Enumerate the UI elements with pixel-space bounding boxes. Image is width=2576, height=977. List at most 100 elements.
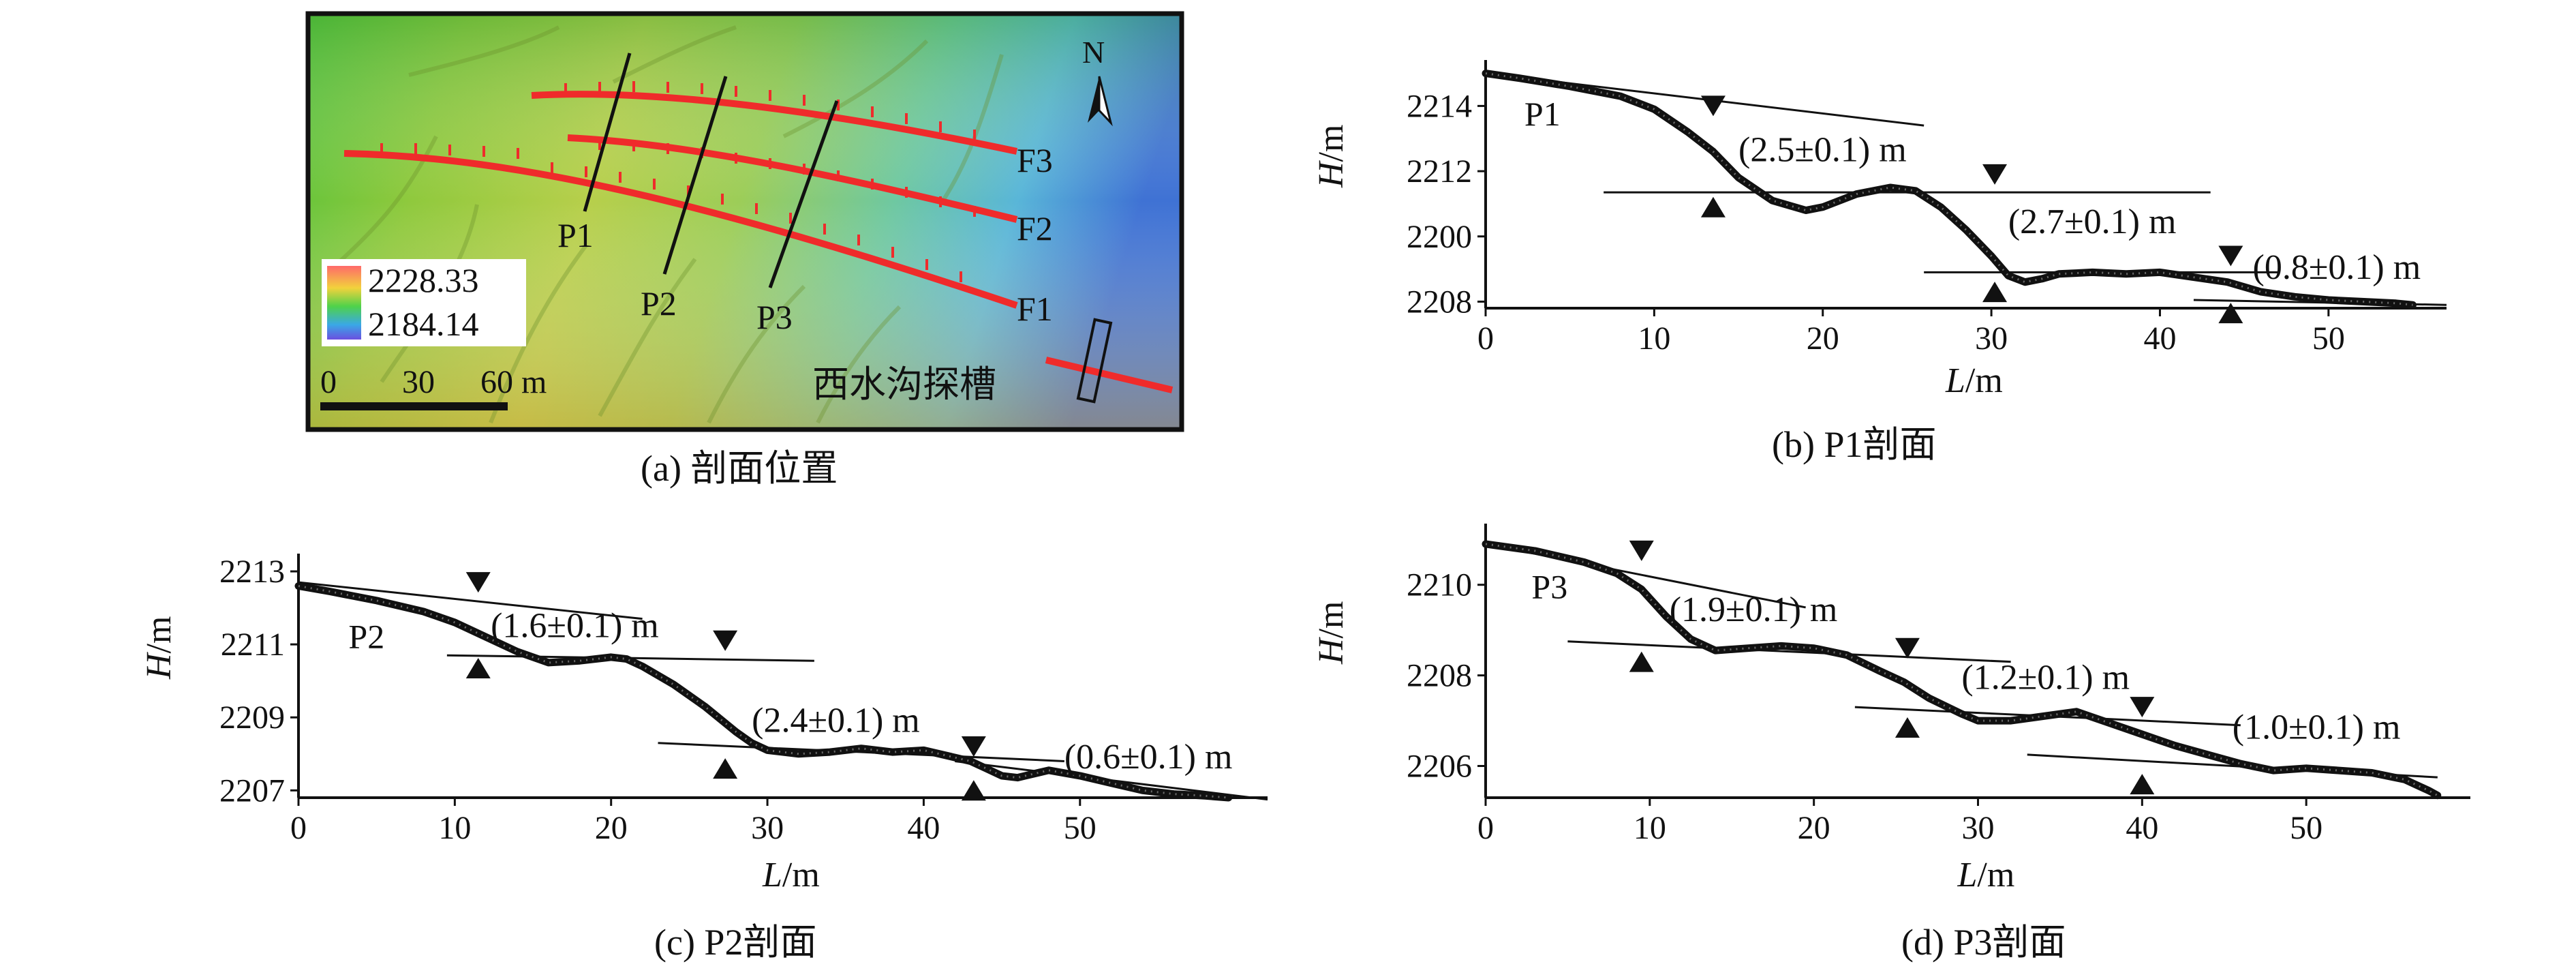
x-tick-label: 0 <box>1477 320 1494 357</box>
scale-label-60: 60 m <box>480 364 547 400</box>
y-axis-label: H/m <box>1312 125 1351 188</box>
scarp-marker-up <box>2130 774 2155 795</box>
y-tick-label: 2200 <box>1407 219 1472 255</box>
profile-label: P3 <box>1531 568 1567 606</box>
fault-f3-line <box>531 91 1018 155</box>
y-tick-label: 2212 <box>1407 153 1472 190</box>
offset-annotation: (0.6±0.1) m <box>1064 738 1233 777</box>
fault-label-f2: F2 <box>1017 209 1053 247</box>
y-tick-label: 2214 <box>1407 88 1472 124</box>
map-panel: P1 P2 P3 F3 F2 F1 N 2228.33 2184.14 0 30… <box>305 11 1184 489</box>
profile-p2-line <box>662 76 728 275</box>
x-tick-label: 30 <box>1962 810 1995 846</box>
y-axis-label: H/m <box>140 616 179 680</box>
y-tick-label: 2208 <box>1407 284 1472 320</box>
chart-p1: 0 10 20 30 40 50 2214 2212 2200 2208 L/m H/m (2.5±0.… <box>1312 60 2447 465</box>
scale-bar: 0 30 60 m <box>320 364 547 410</box>
faults <box>343 81 1174 393</box>
chart-p2: 0 10 20 30 40 50 2213 2211 2209 2207 L/m H/m (1.6±0.… <box>140 554 1268 963</box>
y-tick-label: 2209 <box>219 700 285 736</box>
scarp-marker-down <box>713 630 738 651</box>
profile-label-p3: P3 <box>756 298 793 336</box>
terrain-ridges <box>326 25 1004 424</box>
x-tick-label: 50 <box>2290 810 2322 846</box>
scarp-marker-down <box>1629 540 1654 561</box>
fault-f2-line <box>567 134 1018 223</box>
legend-color-bar <box>327 266 361 340</box>
profile-lines <box>583 52 839 288</box>
fit-line <box>1567 640 2011 663</box>
profile-p3-line <box>768 100 839 288</box>
scarp-marker-up <box>1895 717 1920 738</box>
fault-label-f1: F1 <box>1017 290 1053 328</box>
offset-annotation: (0.8±0.1) m <box>2253 248 2421 287</box>
map-frame <box>305 11 1184 432</box>
fault-label-f3: F3 <box>1017 141 1053 179</box>
scarp-marker-up <box>465 657 491 678</box>
y-tick-label: 2213 <box>219 554 285 590</box>
x-tick-label: 30 <box>1975 320 2008 357</box>
chart-caption: (d) P3剖面 <box>1901 922 2066 963</box>
profile-series-line <box>1482 540 2442 800</box>
scarp-marker-up <box>713 758 738 779</box>
profile-label: P1 <box>1524 95 1561 133</box>
scarp-marker-down <box>1700 95 1726 117</box>
profile-series-line <box>294 582 1233 802</box>
y-tick-label: 2208 <box>1407 658 1472 694</box>
x-tick-label: 10 <box>1638 320 1670 357</box>
offset-annotation: (1.6±0.1) m <box>491 606 659 645</box>
offset-annotation: (2.5±0.1) m <box>1738 131 1907 170</box>
y-axis-label: H/m <box>1312 601 1351 665</box>
x-tick-label: 50 <box>1064 810 1097 846</box>
fit-line <box>298 581 643 620</box>
profile-label-p1: P1 <box>557 216 594 254</box>
x-tick-label: 30 <box>751 810 784 846</box>
profile-p1-line <box>583 52 632 212</box>
x-tick-label: 50 <box>2312 320 2345 357</box>
x-tick-label: 0 <box>1477 810 1494 846</box>
scarp-marker-down <box>465 572 491 593</box>
offset-annotation: (2.4±0.1) m <box>752 702 920 740</box>
scarp-marker-down <box>2130 697 2155 718</box>
scarp-marker-down <box>1895 637 1920 659</box>
fault-f1-line <box>343 150 1018 309</box>
scarp-marker-down <box>1982 164 2008 185</box>
scale-label-30: 30 <box>402 364 435 400</box>
profile-label: P2 <box>348 617 384 655</box>
legend-low-label: 2184.14 <box>368 305 479 343</box>
trench-box <box>1076 318 1113 404</box>
x-tick-label: 40 <box>907 810 940 846</box>
x-tick-label: 20 <box>595 810 628 846</box>
x-tick-label: 10 <box>1634 810 1666 846</box>
x-tick-label: 40 <box>2126 810 2158 846</box>
x-axis-label: L/m <box>762 856 820 895</box>
scarp-marker-up <box>2218 303 2243 324</box>
legend-high-label: 2228.33 <box>368 261 479 299</box>
chart-caption: (c) P2剖面 <box>654 922 816 963</box>
scarp-marker-up <box>1982 282 2008 303</box>
offset-annotation: (1.0±0.1) m <box>2233 708 2401 747</box>
scarp-marker-up <box>961 780 986 801</box>
chart-caption: (b) P1剖面 <box>1772 424 1937 465</box>
scale-label-0: 0 <box>320 364 337 400</box>
x-tick-label: 20 <box>1798 810 1830 846</box>
map-caption: (a) 剖面位置 <box>641 448 838 489</box>
y-tick-label: 2207 <box>219 772 285 809</box>
scarp-marker-down <box>961 736 986 757</box>
y-tick-label: 2206 <box>1407 748 1472 784</box>
y-tick-label: 2210 <box>1407 567 1472 603</box>
x-tick-label: 10 <box>438 810 471 846</box>
offset-annotation: (2.7±0.1) m <box>2008 202 2177 241</box>
scarp-marker-up <box>1629 651 1654 672</box>
offset-annotation: (1.9±0.1) m <box>1670 590 1838 629</box>
x-tick-label: 0 <box>290 810 307 846</box>
profile-label-p2: P2 <box>641 284 677 322</box>
x-axis-label: L/m <box>1945 361 2003 400</box>
x-axis-label: L/m <box>1957 856 2015 895</box>
x-tick-label: 40 <box>2143 320 2176 357</box>
chart-p3: 0 10 20 30 40 50 2210 2208 2206 L/m H/m (1.9±0.1) m… <box>1312 524 2470 963</box>
y-tick-label: 2211 <box>221 627 285 663</box>
scarp-marker-up <box>1700 196 1726 217</box>
elevation-legend: 2228.33 2184.14 <box>322 259 526 346</box>
